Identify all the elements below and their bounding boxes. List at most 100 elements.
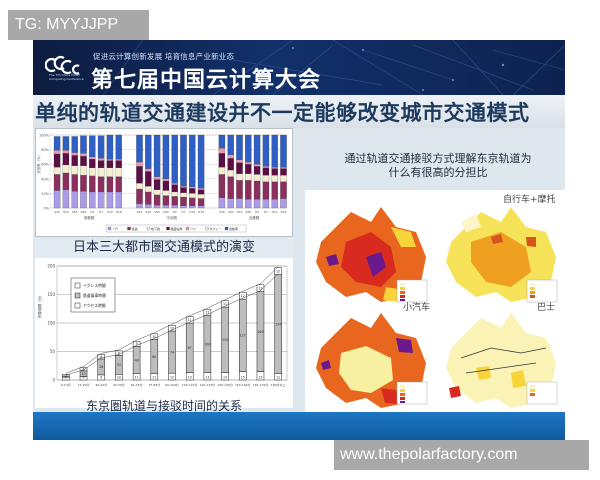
svg-text:H16: H16 [198,210,204,214]
svg-text:13: 13 [205,376,209,380]
svg-text:中京圏: 中京圏 [166,215,177,220]
slide-headline: 单纯的轨道交通建设并不一定能够改变城市交通模式 [35,101,530,125]
svg-text:H12: H12 [107,210,113,214]
svg-text:H16: H16 [116,210,122,214]
conference-banner: The 7th China Cloud Computing Conference… [33,40,565,95]
svg-text:H2: H2 [255,210,259,214]
map-label-car: 小汽车 [403,303,431,313]
svg-text:60%: 60% [41,163,49,167]
svg-text:H16: H16 [280,210,286,214]
svg-text:S45: S45 [54,210,60,214]
svg-text:10: 10 [152,335,156,339]
map-label-bus: 巴士 [537,303,556,313]
conference-title: 第七届中国云计算大会 [91,68,322,93]
svg-text:60-74分: 60-74分 [131,382,143,387]
svg-text:アクセス時間: アクセス時間 [83,303,106,308]
svg-text:10: 10 [117,376,121,380]
svg-text:9: 9 [136,342,138,346]
svg-text:首都圏: 首都圏 [84,215,95,220]
svg-text:0%: 0% [43,207,49,211]
svg-text:H2: H2 [173,210,177,214]
svg-text:S45: S45 [219,210,225,214]
map-bus [446,313,558,408]
svg-text:鉄道乗車時間: 鉄道乗車時間 [83,293,106,298]
map-label-bike: 自行车+摩托 [503,195,556,205]
svg-text:105-119分: 105-119分 [182,382,198,387]
logo-subtitle: The 7th China Cloud Computing Conference [49,73,84,81]
svg-text:H7: H7 [264,210,268,214]
svg-text:近畿圏: 近畿圏 [249,215,260,220]
svg-text:H7: H7 [99,210,103,214]
svg-text:33: 33 [117,363,121,367]
modal-share-chart-svg: 0%20%40%60%80%100%分担率（%）S45 S50 S55 S60 H2 H7… [36,134,287,233]
svg-text:H2: H2 [90,210,94,214]
svg-text:H7: H7 [181,210,185,214]
svg-text:S50: S50 [63,210,69,214]
tokyo-maps-panel: 自行车+摩托 小汽车 巴士 [305,190,565,412]
svg-text:174: 174 [275,322,281,326]
svg-text:60: 60 [152,355,156,359]
svg-text:S55: S55 [237,210,243,214]
svg-text:115: 115 [222,338,228,342]
svg-text:15: 15 [241,376,245,380]
svg-text:自動車: 自動車 [229,226,238,231]
svg-text:11: 11 [135,376,139,380]
svg-text:140: 140 [257,330,263,334]
svg-text:イグレス時間: イグレス時間 [83,283,106,288]
tokyo-choropleth-maps [316,207,558,408]
svg-text:30-44分: 30-44分 [95,382,107,387]
svg-text:87: 87 [188,346,192,350]
access-time-chart-svg: 050100150200所要時間（分）530-14分610615-29分9288… [37,264,288,387]
svg-text:11: 11 [276,376,280,380]
svg-text:135-149分: 135-149分 [217,382,233,387]
slide-footer-bar [33,412,565,440]
svg-text:127: 127 [240,333,246,337]
map-walk [316,207,428,303]
svg-text:90-104分: 90-104分 [165,382,179,387]
presentation-slide: The 7th China Cloud Computing Conference… [33,40,565,440]
svg-text:S45: S45 [137,210,143,214]
svg-text:8: 8 [118,351,120,355]
svg-text:S60: S60 [163,210,169,214]
svg-text:3: 3 [65,373,67,377]
svg-text:11: 11 [205,311,209,315]
svg-text:11: 11 [152,376,156,380]
svg-text:200: 200 [47,264,55,269]
cccc-logo-icon [45,55,80,75]
svg-text:分担率（%）: 分担率（%） [36,153,41,174]
svg-text:180分以上: 180分以上 [271,382,286,387]
svg-text:S55: S55 [154,210,160,214]
svg-text:S50: S50 [145,210,151,214]
svg-text:12: 12 [170,376,174,380]
map-car [316,313,428,408]
svg-text:12: 12 [276,269,280,273]
svg-text:48: 48 [135,358,139,362]
svg-text:150: 150 [47,292,55,297]
svg-text:100%: 100% [39,134,50,138]
svg-text:0: 0 [52,378,55,383]
svg-text:路面電車: 路面電車 [171,226,183,231]
map-bike [446,207,558,303]
svg-text:40%: 40% [41,177,49,181]
svg-text:ＪＲ: ＪＲ [112,227,118,231]
maps-description-line1: 通过轨道交通接驳方式理解东京轨道为 [344,152,532,165]
watermark-top: TG: MYYJJPP [8,10,149,40]
svg-text:S60: S60 [245,210,251,214]
maps-description-line2: 什么有很高的分担比 [388,166,488,179]
svg-text:所要時間（分）: 所要時間（分） [37,294,42,319]
svg-text:H12: H12 [189,210,195,214]
svg-text:9: 9 [100,376,102,380]
svg-text:15-29分: 15-29分 [78,382,90,387]
conference-slogan: 促进云计算创新发展 培育信息产业新业态 [93,52,235,61]
svg-text:13: 13 [223,376,227,380]
svg-text:75-89分: 75-89分 [148,382,160,387]
svg-text:50: 50 [50,349,56,354]
svg-text:11: 11 [188,318,192,322]
svg-text:地下鉄: 地下鉄 [151,226,160,231]
svg-text:100: 100 [204,342,210,346]
svg-text:H12: H12 [272,210,278,214]
access-time-chart-caption: 东京圏轨道与接驳时间的关系 [85,399,242,413]
watermark-bottom: www.thepolarfactory.com [334,440,589,470]
svg-text:民鉄: 民鉄 [132,226,138,231]
svg-text:11: 11 [223,302,227,306]
